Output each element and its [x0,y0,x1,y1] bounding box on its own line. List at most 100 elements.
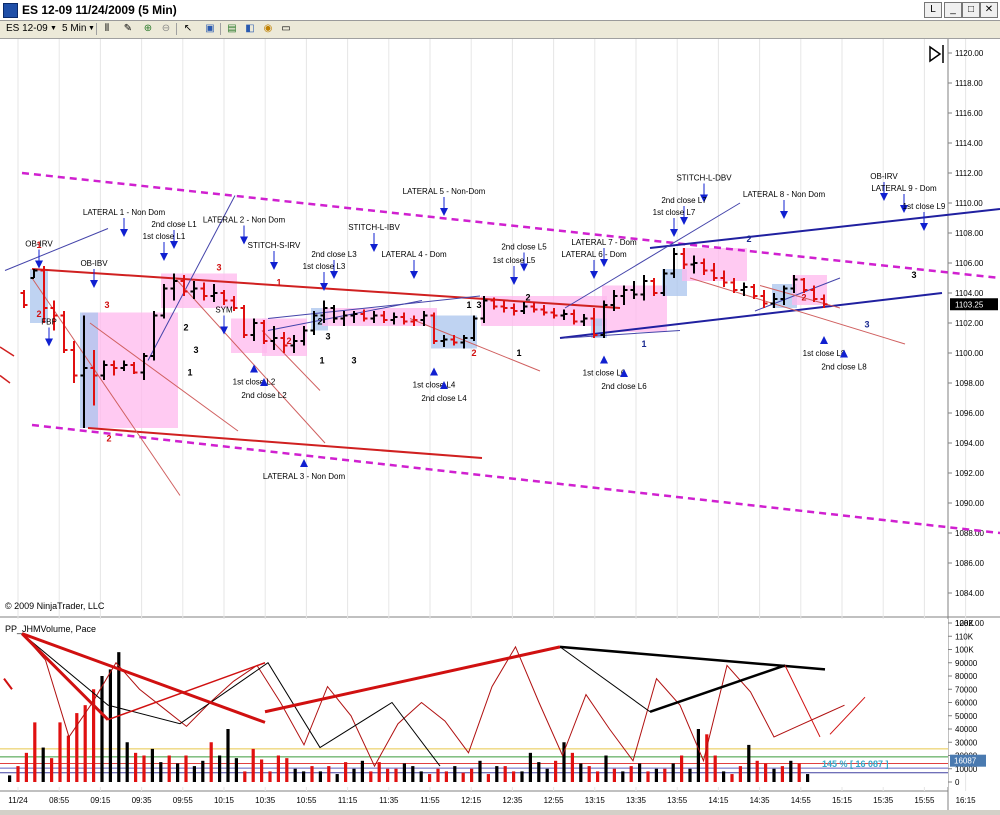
ohlc-bar [380,311,388,323]
thin-trend-line [564,202,741,309]
data-box-icon[interactable]: ▤ [227,23,237,34]
price-chart-svg[interactable]: 11/24 08:55 09:15 09:35 09:55 10:15 10:35 10:55… [0,39,1000,810]
volume-bar [369,771,373,782]
volume-bar [587,766,591,782]
ohlc-bar [350,311,358,323]
ohlc-bar [190,281,198,299]
instrument-selector[interactable]: ES 12-09 [6,23,48,34]
volume-bar [344,762,348,782]
annotation-label: LATERAL 5 - Non-Dom [403,187,486,196]
play-icon [929,45,942,63]
volume-bar [167,755,171,782]
price-tick-label: 1094.00 [955,439,984,448]
time-tick-label: 14:55 [791,796,812,805]
volume-bar [671,763,675,782]
minimize-button[interactable]: _ [944,2,962,18]
annotation-label: 2nd close L3 [311,250,357,259]
ohlc-bar [100,360,108,380]
bar-style-icon[interactable]: ⫴ [104,23,110,34]
volume-tick-label: 90000 [955,659,978,668]
volume-bar [604,755,608,782]
pencil-icon[interactable]: ✎ [123,23,133,34]
strategy-icon[interactable]: ◉ [263,23,273,34]
ohlc-bar [80,315,88,428]
time-tick-label: 08:55 [49,796,70,805]
properties-icon[interactable]: ▣ [205,23,215,34]
maximize-button[interactable]: □ [962,2,980,18]
ohlc-bar [40,266,48,323]
ohlc-bar [50,300,58,331]
swing-count-marker: 2 [317,317,322,327]
volume-bar [310,766,314,782]
price-tick-label: 1086.00 [955,559,984,568]
swing-count-marker: 1 [641,339,646,349]
chart-toolbar: ES 12-09 ▼ 5 Min ▼ ⫴ ✎ ⊕ ⊖ ↖ ▣ ▤ ◧ ◉ ▭ [0,21,1000,39]
swing-count-marker: 1 [36,240,41,250]
ohlc-bar [720,270,728,287]
volume-bar [806,774,810,782]
volume-bar [24,752,28,782]
volume-bar [579,763,583,782]
interval-selector[interactable]: 5 Min [62,23,87,34]
volume-tick-label: 60000 [955,699,978,708]
ohlc-bar [260,320,268,344]
annotation-label: 2nd close L5 [501,243,547,252]
down-arrow-icon [600,259,608,267]
chart-area[interactable]: 11/24 08:55 09:15 09:35 09:55 10:15 10:35 10:55… [0,39,1000,810]
volume-bar [730,774,734,782]
ohlc-bar [130,362,138,374]
ohlc-bar [110,360,118,376]
down-arrow-icon [120,229,128,237]
volume-bar [108,669,112,782]
price-tick-label: 1100.00 [955,349,984,358]
volume-bar [654,768,658,782]
up-arrow-icon [620,369,628,377]
volume-panel: 0100002000030000400005000060000700008000… [0,619,986,787]
volume-bar [713,755,717,782]
time-tick-label: 09:15 [90,796,111,805]
ohlc-bar [680,248,688,269]
price-tick-label: 1084.00 [955,589,984,598]
volume-bar [159,762,163,782]
volume-bar [772,768,776,782]
annotation-label: 1st close L8 [803,349,846,358]
annotation-label: 2nd close L8 [821,363,867,372]
down-arrow-icon [900,205,908,213]
volume-tick-label: 0 [955,778,960,787]
volume-bar [562,742,566,782]
chart-trader-icon[interactable]: ◧ [245,23,255,34]
down-arrow-icon [160,253,168,261]
up-arrow-icon [600,355,608,364]
time-tick-label: 10:35 [255,796,276,805]
ohlc-bar [490,297,498,310]
volume-bar [302,771,306,782]
ohlc-bar [330,305,338,323]
chevron-down-icon[interactable]: ▼ [50,25,57,32]
volume-bar [428,774,432,782]
cursor-icon[interactable]: ↖ [183,23,193,34]
zoom-out-icon[interactable]: ⊖ [161,23,171,34]
blue-upper-trend-line [649,208,1000,249]
ohlc-bar [250,318,258,341]
swing-count-marker: 3 [193,345,198,355]
price-tick-label: 1096.00 [955,409,984,418]
annotation-label: OB-IBV [80,259,108,268]
last-volume-tag [950,754,986,767]
annotation-label: 1st close L5 [493,256,536,265]
template-icon[interactable]: ▭ [281,23,291,34]
swing-count-marker: 2 [183,323,188,333]
volume-trend-line [264,645,561,714]
close-button[interactable]: ✕ [980,2,998,18]
price-tick-label: 1102.00 [955,319,984,328]
volume-trend-line [559,646,651,713]
volume-tick-label: 30000 [955,738,978,747]
ohlc-bar [20,290,28,308]
annotation-label: STITCH-L-IBV [348,223,400,232]
zoom-in-icon[interactable]: ⊕ [143,23,153,34]
link-button[interactable]: L [924,2,942,18]
down-arrow-icon [270,262,278,270]
volume-bar [176,763,180,782]
volume-bar [268,771,272,782]
ohlc-bar [160,284,168,319]
chevron-down-icon[interactable]: ▼ [88,25,95,32]
